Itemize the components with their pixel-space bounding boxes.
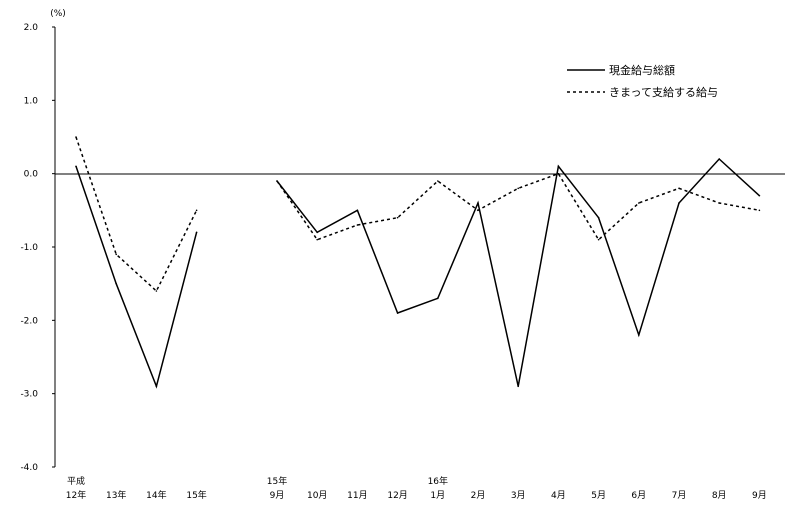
series-lines	[75, 136, 761, 389]
x-tick-label: 15年	[186, 489, 206, 501]
x-tick-label-top: 16年	[428, 475, 448, 487]
y-tick-label: 0.0	[24, 170, 39, 180]
legend: 現金給与総額 きまって支給する給与	[567, 63, 718, 99]
series-1-point	[75, 165, 77, 168]
series-line-2	[276, 172, 760, 241]
x-tick-label: 6月	[631, 490, 646, 501]
series-2-point	[678, 187, 680, 190]
legend-label-series-1: 現金給与総額	[609, 63, 675, 77]
y-tick-label: 1.0	[24, 96, 39, 106]
series-1-point	[356, 209, 359, 212]
series-1-point	[557, 165, 560, 168]
series-2-point	[638, 202, 640, 204]
x-tick-label: 12月	[387, 490, 407, 501]
x-tick-label: 12年	[66, 489, 86, 501]
series-2-point	[356, 224, 359, 226]
legend-label-series-2: きまって支給する給与	[609, 85, 718, 99]
series-1-point	[517, 385, 519, 388]
x-tick-label: 8月	[712, 490, 727, 501]
series-line-2	[75, 136, 198, 293]
series-1-point	[597, 216, 600, 219]
series-2-point	[75, 136, 77, 138]
series-1-point	[155, 385, 158, 388]
series-2-point	[195, 209, 198, 212]
series-2-point	[718, 202, 720, 204]
x-tick-label: 11月	[347, 490, 367, 501]
series-1-point	[477, 202, 479, 204]
x-tick-label: 3月	[511, 490, 526, 501]
series-1-point	[195, 231, 198, 234]
series-2-point	[597, 238, 600, 241]
series-1-point	[396, 312, 399, 314]
x-tick-label: 7月	[672, 490, 687, 501]
x-tick-label: 9月	[270, 490, 285, 501]
series-1-point	[638, 334, 640, 336]
series-2-point	[437, 180, 439, 182]
x-tick-label: 10月	[307, 490, 327, 501]
x-tick-labels: 平成 12年 13年 14年 15年 15年 9月 10月 11月 12月 16年 1月 2月 3月 4月 5…	[66, 475, 767, 501]
series-2-point	[155, 290, 158, 292]
series-2-point	[758, 209, 761, 212]
series-2-point	[396, 216, 399, 219]
unit-label: (%)	[50, 9, 66, 19]
series-1-point	[758, 194, 761, 197]
x-tick-label: 1月	[430, 490, 445, 501]
series-line-1	[75, 166, 198, 389]
series-1-point	[678, 202, 680, 204]
series-line-1	[276, 157, 760, 387]
x-tick-label: 5月	[591, 490, 606, 501]
y-ticks: 2.0 1.0 0.0 -1.0 -2.0 -3.0 -4.0	[20, 23, 55, 473]
x-tick-label-top: 平成	[67, 475, 85, 487]
x-tick-label: 4月	[551, 490, 566, 501]
series-2-point	[276, 180, 278, 182]
x-tick-label-top: 15年	[267, 475, 287, 487]
series-1-point	[437, 297, 439, 300]
series-2-point	[477, 209, 479, 212]
y-tick-label: 2.0	[24, 23, 39, 33]
y-tick-label: -1.0	[20, 243, 38, 253]
series-2-point	[557, 172, 560, 175]
y-tick-label: -3.0	[20, 390, 38, 400]
series-2-point	[115, 253, 117, 256]
x-tick-label: 2月	[471, 490, 486, 501]
series-2-point	[517, 187, 519, 190]
series-2-point	[316, 238, 319, 241]
series-1-point	[718, 158, 720, 160]
y-tick-label: -2.0	[20, 316, 38, 326]
x-tick-label: 14年	[146, 489, 166, 501]
x-tick-label: 9月	[752, 490, 767, 501]
series-1-point	[115, 282, 117, 285]
y-tick-label: -4.0	[20, 463, 38, 473]
x-tick-label: 13年	[106, 489, 126, 501]
series-1-point	[316, 231, 319, 234]
